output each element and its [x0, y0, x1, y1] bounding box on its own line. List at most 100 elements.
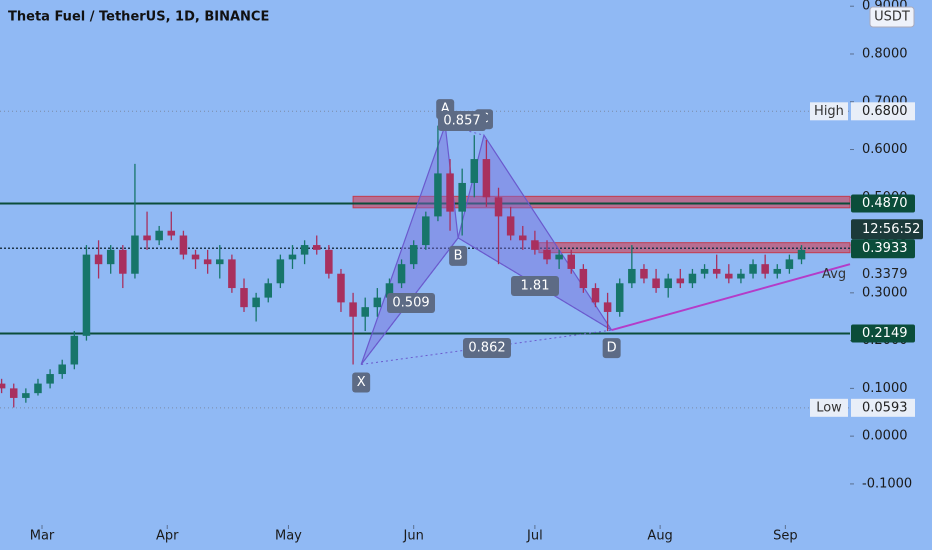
candle-body — [203, 259, 212, 265]
candle-body — [470, 159, 479, 183]
candle-body — [603, 302, 612, 312]
candle-body — [434, 173, 442, 217]
candle-body — [640, 268, 648, 279]
level-name-box — [810, 102, 848, 121]
ratio-label: 1.81 — [521, 279, 550, 294]
candle-body — [131, 235, 139, 274]
pattern-label: A — [441, 102, 450, 117]
level-name-box — [810, 398, 848, 417]
countdown: 12:56:52 — [862, 222, 920, 237]
candle-body — [652, 278, 660, 289]
y-tick-label: 0.1000 — [862, 381, 908, 396]
level-name: Low — [816, 400, 842, 415]
resistance-zone — [538, 242, 851, 254]
candle-body — [737, 273, 745, 279]
level-value-box — [851, 194, 915, 213]
y-tick-label: 0.3000 — [862, 285, 908, 300]
level-value: 0.2149 — [862, 326, 908, 341]
candle-body — [773, 268, 782, 274]
candle-body — [70, 335, 79, 365]
candle-body — [22, 393, 30, 398]
candle-body — [252, 297, 260, 308]
candle-body — [288, 254, 297, 260]
y-tick-label: 0.6000 — [862, 142, 908, 157]
candle-body — [676, 278, 685, 284]
candle-body — [58, 364, 66, 375]
candle-body — [785, 259, 794, 269]
pattern-dotted — [360, 237, 459, 365]
candle-body — [482, 159, 491, 198]
y-tick-label: 0.0000 — [862, 429, 908, 444]
ratio-box — [511, 276, 559, 296]
candle-body — [446, 173, 454, 212]
candle-body — [106, 249, 115, 265]
candle-body — [749, 264, 757, 274]
candle-body — [0, 383, 6, 389]
chart-title: Theta Fuel / TetherUS, 1D, BINANCE — [8, 10, 269, 25]
candle-body — [591, 288, 600, 303]
candle-body — [9, 388, 18, 398]
candle-body — [155, 230, 163, 241]
ratio-label: 0.862 — [468, 341, 505, 356]
candle-body — [531, 240, 539, 250]
candle-body — [579, 268, 588, 289]
candle-body — [337, 273, 345, 303]
y-tick-label: -0.1000 — [862, 476, 912, 491]
candle-body — [494, 197, 503, 217]
candle-body — [725, 273, 733, 279]
x-tick-label: Mar — [30, 529, 55, 544]
y-tick-label: 0.8000 — [862, 46, 908, 61]
level-value-box — [851, 102, 915, 121]
candle-body — [119, 249, 127, 274]
candle-body — [143, 235, 151, 241]
candle-body — [361, 307, 369, 317]
candle-body — [664, 278, 672, 289]
resistance-zone — [352, 195, 851, 209]
candle-body — [688, 273, 697, 284]
x-tick-label: May — [275, 529, 302, 544]
candle-body — [179, 235, 188, 255]
x-tick-label: Jul — [526, 529, 543, 544]
trendline — [611, 263, 851, 332]
x-tick-label: Apr — [156, 529, 179, 544]
level-name: Avg — [822, 267, 846, 282]
candle-body — [458, 182, 466, 212]
candle-body — [167, 230, 176, 236]
candle-body — [264, 283, 273, 298]
candle-body — [628, 268, 636, 284]
candle-body — [700, 268, 709, 274]
countdown-box — [851, 219, 923, 240]
currency-box — [869, 6, 915, 28]
candle-body — [409, 245, 418, 265]
pattern-label: X — [357, 375, 366, 390]
pattern-label-box — [449, 245, 468, 266]
candle-body — [94, 254, 103, 265]
candle-body — [276, 259, 285, 284]
level-value: 0.3379 — [862, 267, 908, 282]
candle-body — [567, 254, 576, 269]
candle-body — [761, 264, 769, 274]
level-value: 0.6800 — [862, 104, 908, 119]
level-value: 0.4870 — [862, 196, 908, 211]
candle-body — [615, 283, 624, 312]
candle-body — [216, 259, 224, 265]
level-value-box — [851, 398, 915, 417]
ratio-box — [438, 111, 486, 131]
level-value-box — [851, 324, 915, 343]
candle-body — [519, 235, 527, 241]
pattern-label: D — [607, 341, 617, 356]
currency: USDT — [874, 10, 910, 25]
ratio-box — [463, 338, 511, 358]
ratio-box — [387, 293, 435, 313]
candle-body — [797, 249, 806, 260]
candle-body — [555, 254, 563, 260]
pattern-label: B — [454, 248, 463, 263]
candle-body — [349, 302, 357, 317]
candle-body — [34, 383, 42, 394]
level-value: 0.0593 — [862, 400, 908, 415]
level-value: 0.3933 — [862, 241, 908, 256]
level-name: High — [814, 104, 844, 119]
x-tick-label: Jun — [403, 529, 424, 544]
